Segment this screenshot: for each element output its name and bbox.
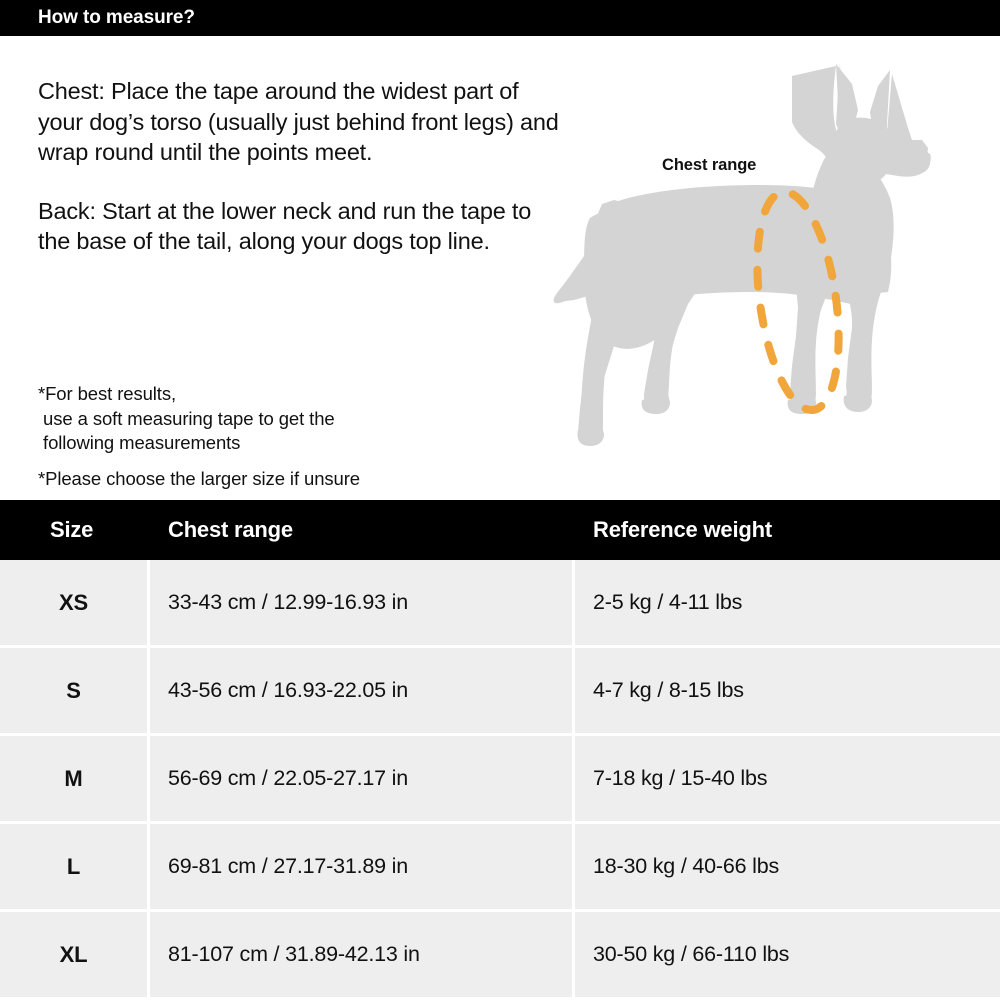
column-header-weight: Reference weight (593, 517, 772, 542)
column-header-size: Size (50, 517, 94, 542)
cell-weight: 2-5 kg / 4-11 lbs (575, 560, 1000, 645)
cell-size: S (0, 648, 150, 733)
cell-weight: 4-7 kg / 8-15 lbs (575, 648, 1000, 733)
cell-size: L (0, 824, 150, 909)
cell-size: XS (0, 560, 150, 645)
column-header-chest: Chest range (168, 517, 293, 542)
footnote-spacer (38, 456, 518, 467)
table-row: L 69-81 cm / 27.17-31.89 in 18-30 kg / 4… (0, 824, 1000, 912)
cell-size: XL (0, 912, 150, 997)
footnotes: *For best results, use a soft measuring … (38, 382, 518, 491)
table-row: M 56-69 cm / 22.05-27.17 in 7-18 kg / 15… (0, 736, 1000, 824)
footnote-line-3: following measurements (38, 432, 241, 453)
cell-chest: 43-56 cm / 16.93-22.05 in (150, 648, 575, 733)
instructions-section: Chest: Place the tape around the widest … (0, 36, 1000, 500)
cell-weight: 7-18 kg / 15-40 lbs (575, 736, 1000, 821)
instruction-copy: Chest: Place the tape around the widest … (38, 76, 568, 257)
cell-chest: 33-43 cm / 12.99-16.93 in (150, 560, 575, 645)
cell-chest: 56-69 cm / 22.05-27.17 in (150, 736, 575, 821)
back-instruction-paragraph: Back: Start at the lower neck and run th… (38, 197, 532, 255)
dog-illustration: Chest range (540, 36, 1000, 500)
cell-chest: 81-107 cm / 31.89-42.13 in (150, 912, 575, 997)
footnote-line-1: *For best results, (38, 383, 177, 404)
size-table: Size Chest range Reference weight XS 33-… (0, 500, 1000, 1000)
header-bar: How to measure? (0, 0, 1000, 36)
table-header-row: Size Chest range Reference weight (0, 500, 1000, 560)
footnote-line-4: *Please choose the larger size if unsure (38, 467, 360, 489)
page-title: How to measure? (38, 7, 195, 28)
chest-instruction-paragraph: Chest: Place the tape around the widest … (38, 78, 559, 165)
cell-weight: 30-50 kg / 66-110 lbs (575, 912, 1000, 997)
table-row: S 43-56 cm / 16.93-22.05 in 4-7 kg / 8-1… (0, 648, 1000, 736)
dog-silhouette-icon (553, 62, 931, 446)
footnote-line-2: use a soft measuring tape to get the (38, 407, 335, 429)
dog-mass-group (553, 64, 931, 446)
chest-range-label: Chest range (662, 156, 757, 174)
table-row: XS 33-43 cm / 12.99-16.93 in 2-5 kg / 4-… (0, 560, 1000, 648)
cell-chest: 69-81 cm / 27.17-31.89 in (150, 824, 575, 909)
chest-range-ellipse (753, 187, 843, 415)
cell-size: M (0, 736, 150, 821)
table-row: XL 81-107 cm / 31.89-42.13 in 30-50 kg /… (0, 912, 1000, 1000)
cell-weight: 18-30 kg / 40-66 lbs (575, 824, 1000, 909)
